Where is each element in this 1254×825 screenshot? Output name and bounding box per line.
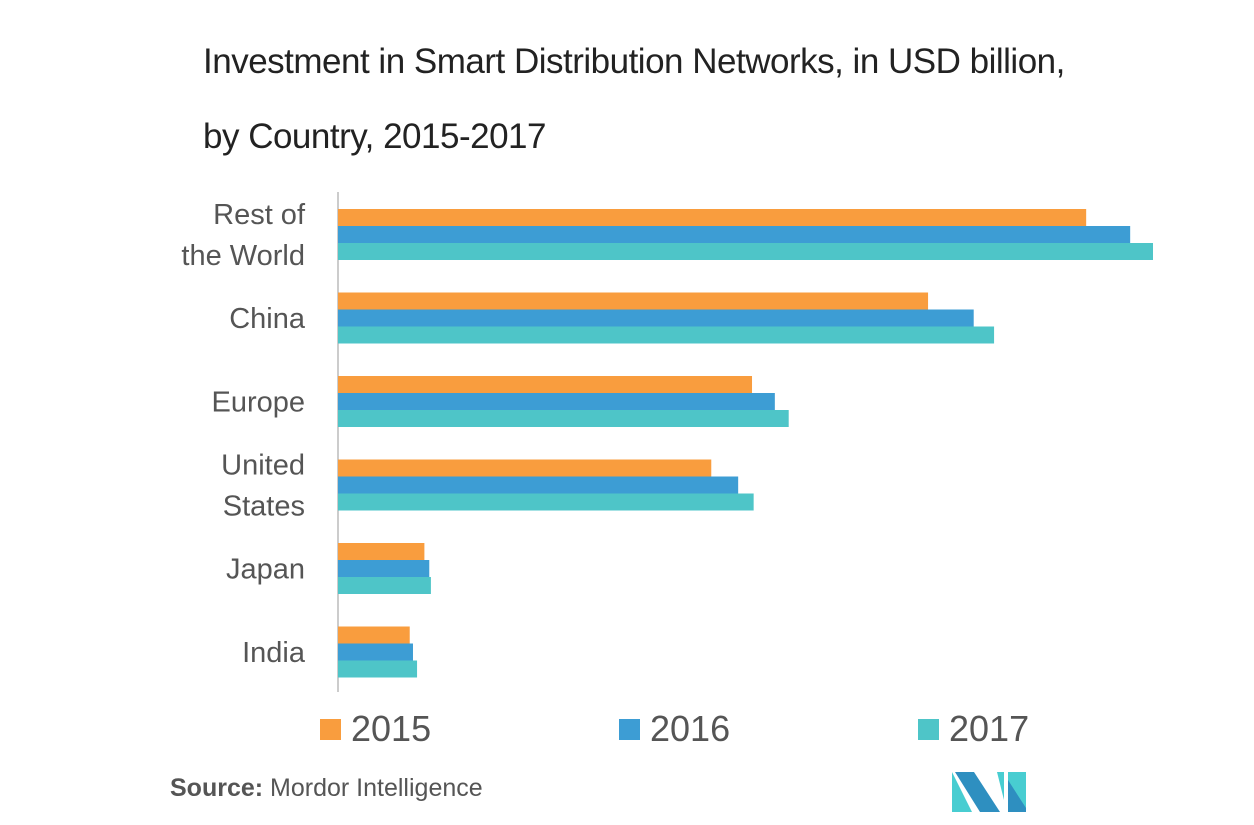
legend-item: 2016 [619, 708, 730, 750]
bar-2015 [338, 543, 425, 560]
legend-swatch [619, 718, 640, 740]
bar-2015 [338, 376, 753, 393]
bar-2016 [338, 226, 1131, 243]
legend-label: 2016 [650, 708, 731, 749]
chart-subtitle: by Country, 2015-2017 [203, 117, 546, 156]
bar-2017 [338, 326, 995, 344]
source-label: Source: [170, 774, 264, 802]
category-label: United States [221, 450, 305, 523]
bar-2016 [338, 476, 739, 494]
category-label: Europe [211, 387, 305, 419]
bar-2017 [338, 243, 1153, 260]
source-note: Source: Mordor Intelligence [170, 774, 483, 803]
legend-item: 2017 [918, 708, 1029, 750]
category-label: Rest of the World [181, 199, 306, 272]
bar-2017 [338, 410, 789, 427]
bar-2017 [338, 493, 754, 511]
legend-label: 2015 [351, 708, 432, 749]
category-label: China [229, 303, 306, 335]
chart-title: Investment in Smart Distribution Network… [203, 42, 1065, 81]
legend-swatch [320, 718, 341, 740]
legend-label: 2017 [949, 708, 1030, 749]
mordor-intelligence-logo [952, 772, 1026, 812]
bar-2016 [338, 643, 413, 661]
bar-2016 [338, 393, 775, 410]
bar-2016 [338, 309, 974, 327]
legend-item: 2015 [320, 708, 431, 750]
bar-2015 [338, 459, 712, 477]
bar-2015 [338, 292, 929, 310]
bar-2017 [338, 660, 418, 678]
bar-2015 [338, 209, 1087, 226]
category-label: India [242, 637, 306, 669]
category-label: Japan [226, 554, 305, 586]
source-text: Mordor Intelligence [263, 774, 483, 802]
bar-2016 [338, 560, 430, 577]
legend-swatch [918, 718, 939, 740]
bar-2015 [338, 626, 410, 644]
bar-2017 [338, 577, 431, 594]
